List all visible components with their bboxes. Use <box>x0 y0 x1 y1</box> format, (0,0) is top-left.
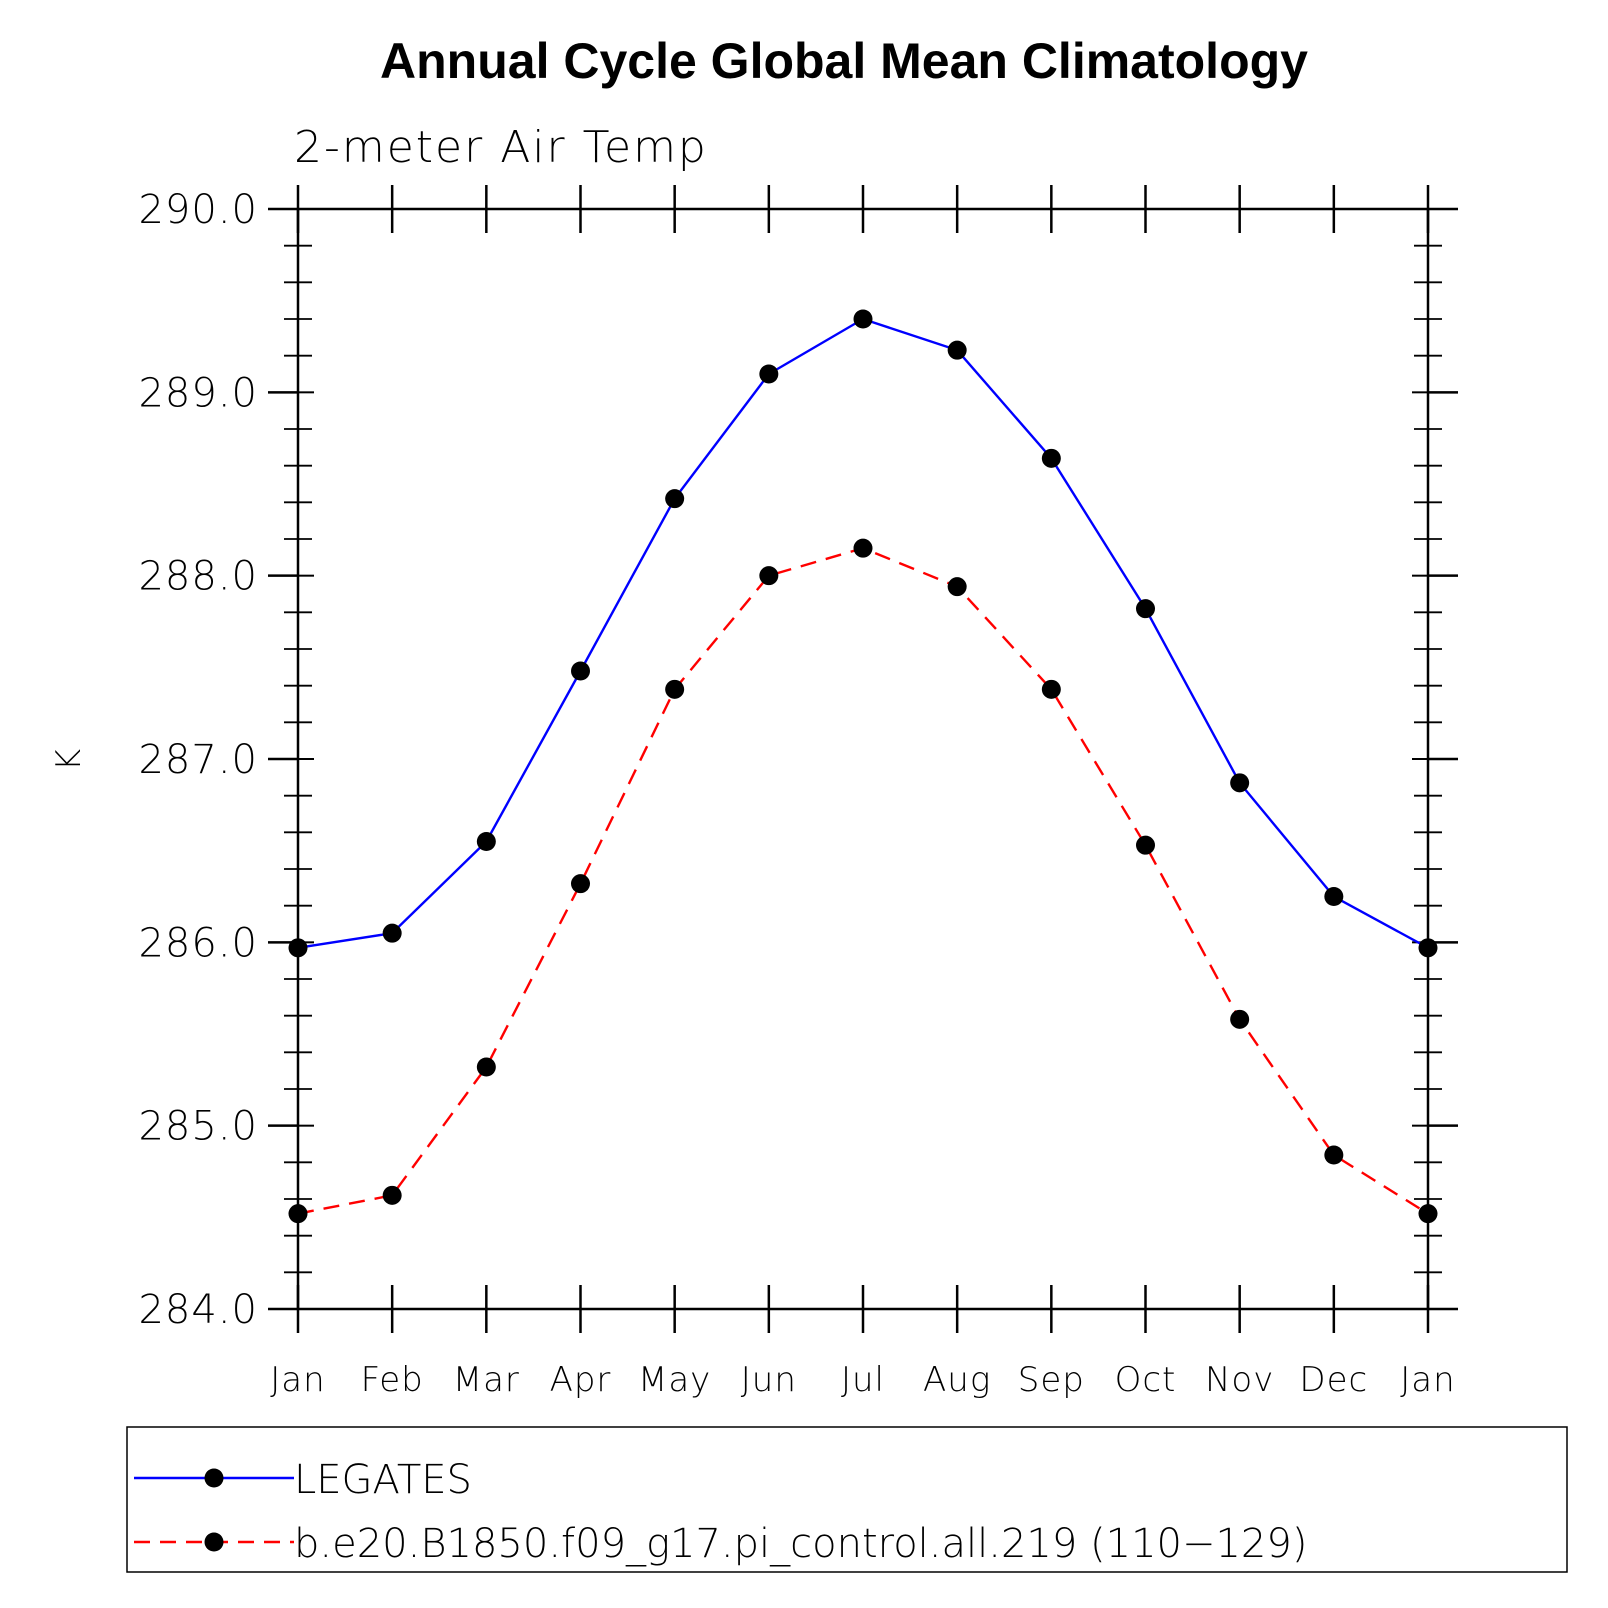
x-tick-label: Apr <box>550 1360 612 1400</box>
x-tick-label: Jul <box>841 1360 885 1400</box>
series-1-point <box>382 923 402 943</box>
x-tick-label: Jan <box>270 1360 325 1400</box>
x-tick-label: Feb <box>361 1360 424 1400</box>
x-tick-label: Nov <box>1205 1360 1274 1400</box>
y-tick-label: 288.0 <box>138 554 258 600</box>
legend-marker-1 <box>204 1468 224 1488</box>
series-1-point <box>571 661 590 681</box>
series-2-point <box>947 577 967 597</box>
series-2-point <box>665 679 685 699</box>
chart-subtitle: 2-meter Air Temp <box>294 122 708 173</box>
series-1-point <box>1418 938 1438 958</box>
series-2-point <box>288 1204 308 1224</box>
series-2-point <box>382 1185 402 1205</box>
series-1-point <box>665 489 685 509</box>
y-tick-label: 284.0 <box>138 1287 258 1333</box>
series-1-point <box>947 340 967 360</box>
x-tick-label: Aug <box>923 1360 991 1400</box>
y-tick-label: 287.0 <box>138 737 258 783</box>
series-1-point <box>853 309 873 329</box>
legend-label-1: LEGATES <box>294 1457 472 1503</box>
x-tick-label: Dec <box>1299 1360 1368 1400</box>
series-2-point <box>853 538 873 558</box>
plot-frame <box>296 207 1430 1311</box>
legend-box <box>126 1426 1568 1573</box>
series-2-point <box>759 566 779 586</box>
y-axis-label: K <box>49 749 89 771</box>
series-1-point <box>288 938 308 958</box>
x-tick-label: Mar <box>453 1360 520 1400</box>
series-2-point <box>1324 1145 1344 1165</box>
series-1-point <box>1041 448 1061 468</box>
series-2-point <box>1136 835 1155 855</box>
y-tick-label: 290.0 <box>138 187 258 233</box>
series-1-point <box>1324 887 1344 906</box>
series-2-point <box>1418 1204 1438 1224</box>
plot-area: 284.0 285.0 286.0 287.0 288.0 289.0 290.0 Jan Fe… <box>138 185 1458 1400</box>
x-tick-label: May <box>638 1360 711 1400</box>
x-tick-label: Jun <box>741 1360 797 1400</box>
x-tick-label: Oct <box>1115 1360 1177 1400</box>
legend: LEGATES b.e20.B1850.f09_g17.pi_control.al… <box>126 1426 1568 1573</box>
series-1-point <box>1230 773 1250 793</box>
series-1-point <box>759 364 779 384</box>
series-line-2 <box>297 546 1429 1215</box>
series-line-1 <box>297 317 1429 950</box>
x-tick-label: Sep <box>1018 1360 1085 1400</box>
chart-title: Annual Cycle Global Mean Climatology <box>380 33 1308 89</box>
legend-label-2: b.e20.B1850.f09_g17.pi_control.all.219 (… <box>294 1521 1307 1567</box>
series-2-point <box>1230 1009 1250 1029</box>
y-tick-label: 289.0 <box>138 370 258 416</box>
series-2-point <box>571 874 590 894</box>
y-tick-label: 286.0 <box>138 920 258 966</box>
y-tick-label: 285.0 <box>138 1104 258 1150</box>
legend-marker-2 <box>204 1532 224 1552</box>
series-2-point <box>476 1057 496 1077</box>
series-1-point <box>476 832 496 851</box>
series-2-point <box>1041 679 1061 699</box>
series-1-point <box>1136 599 1155 619</box>
x-tick-label: Jan <box>1400 1360 1455 1400</box>
